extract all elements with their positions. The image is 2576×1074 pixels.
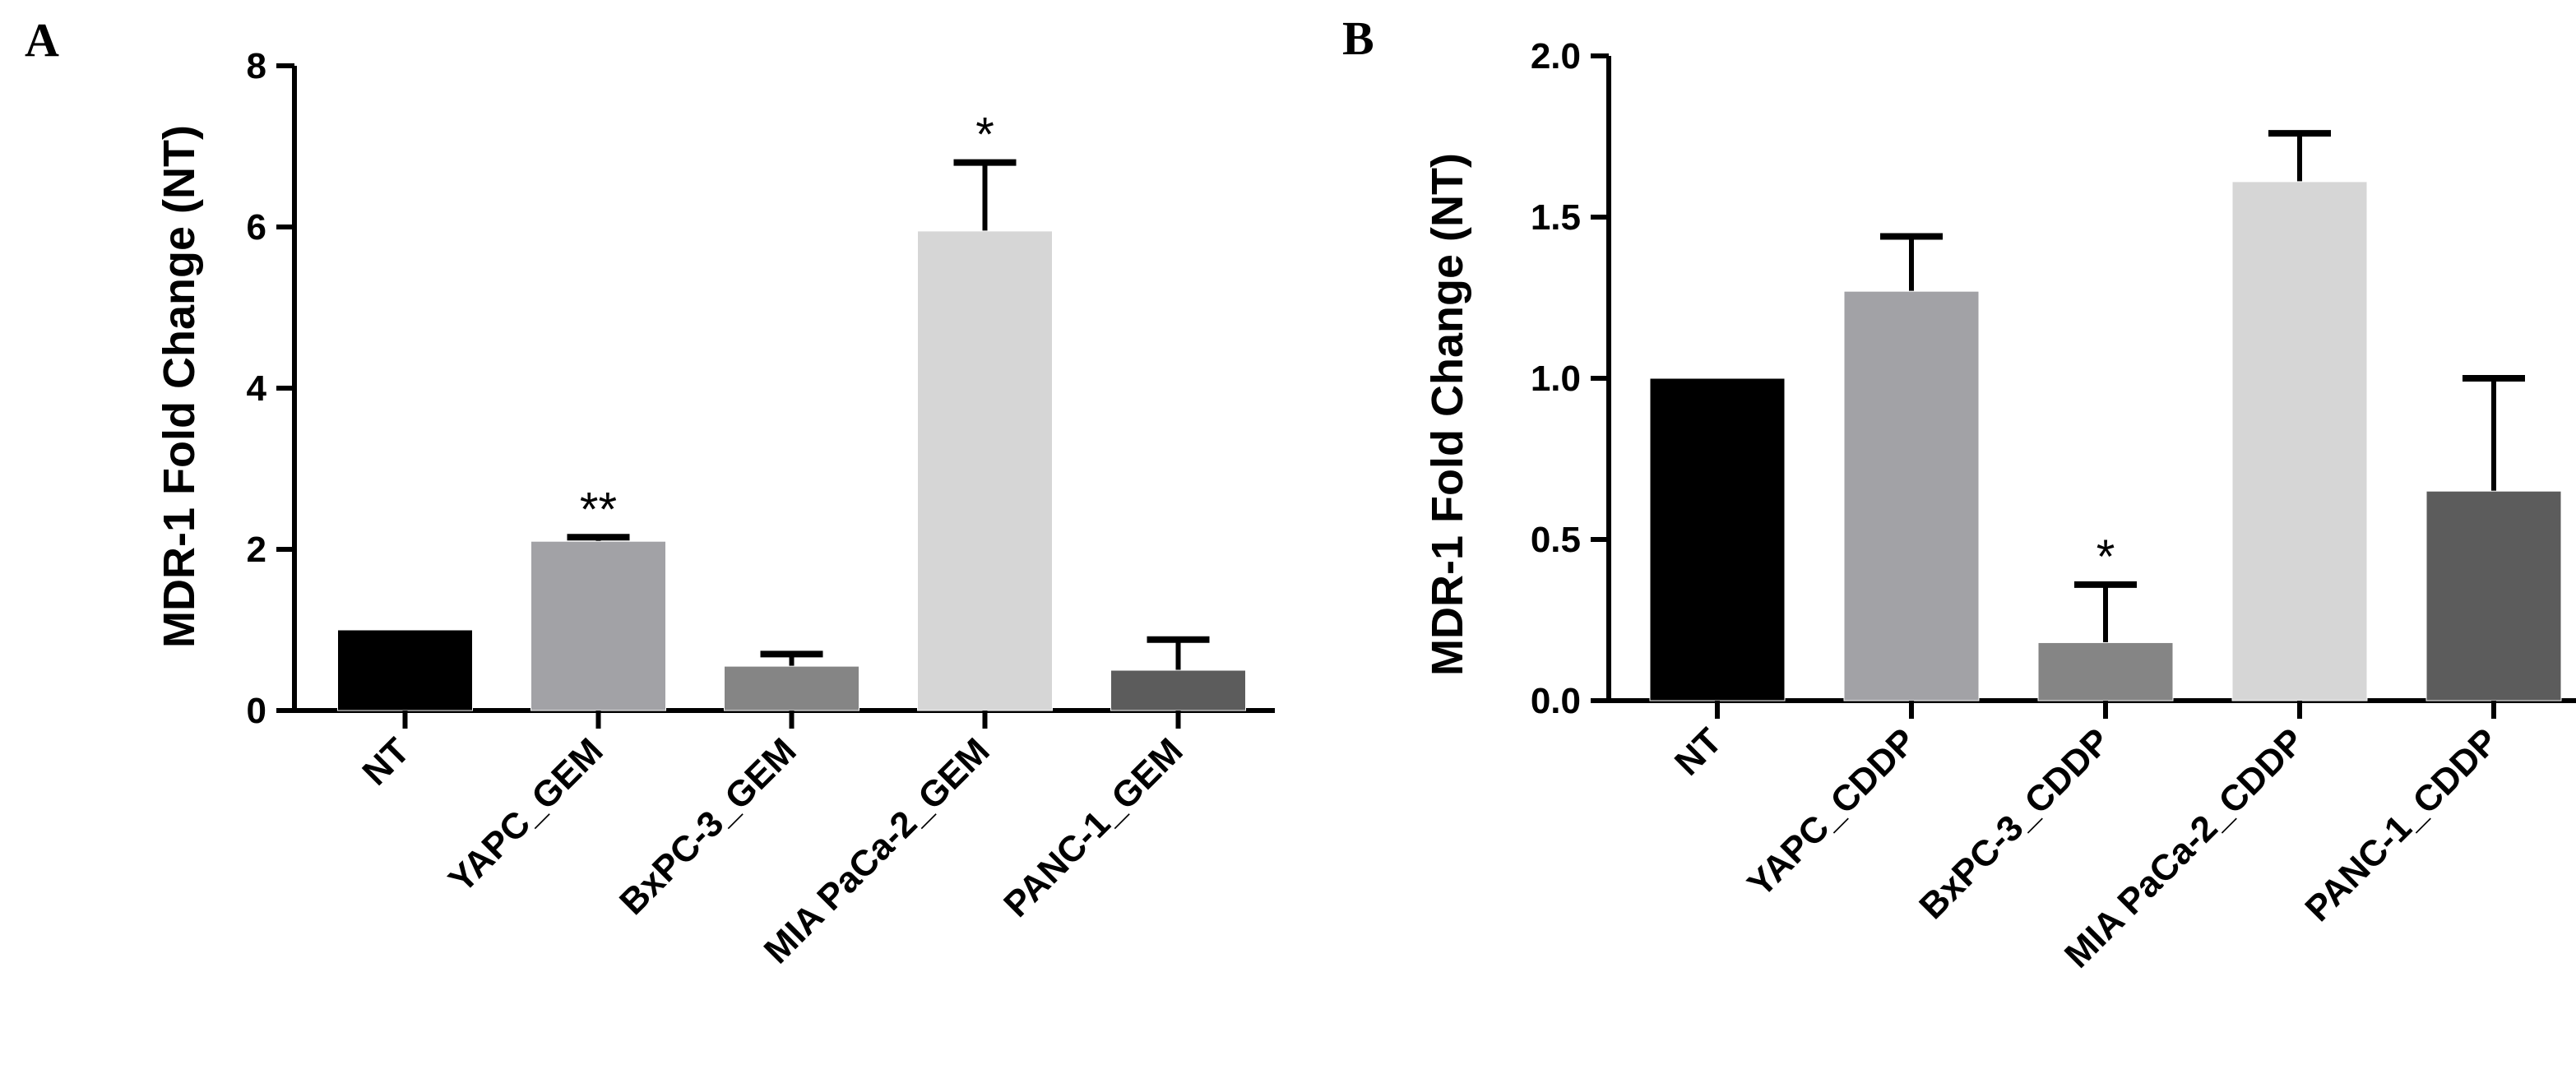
chart-panel-b: B 0.0 0.5 1.0 1.5 2.0 MDR-1 Fold Change (NT) N… [1342,12,2576,976]
y-tick-label: 8 [247,46,266,86]
x-tick-label: PANC-1_GEM [996,730,1190,924]
bar [917,230,1053,711]
x-tick-label: YAPC_CDDP [1740,720,1924,905]
y-tick-label: 0 [247,691,266,731]
bar [1649,377,1786,701]
y-axis-title: MDR-1 Fold Change (NT) [155,125,204,648]
bar [1843,290,1980,701]
y-tick-label: 1.0 [1531,359,1581,399]
x-tick-label: YAPC_GEM [441,730,610,900]
bar [2425,490,2562,701]
bar [530,540,666,711]
y-tick-label: 6 [247,207,266,248]
bar [2037,641,2174,701]
y-tick-label: 1.5 [1531,197,1581,238]
y-tick-label: 4 [247,368,267,409]
panel-letter-b: B [1342,12,1374,65]
significance-marker: * [975,109,994,162]
y-tick-label: 0.0 [1531,681,1581,721]
x-tick-label: NT [354,730,417,793]
significance-marker: ** [580,483,617,536]
x-tick-label: BxPC-3_CDDP [1911,720,2118,927]
bar [337,629,473,711]
y-axis-title: MDR-1 Fold Change (NT) [1423,153,1472,676]
x-tick-label: BxPC-3_GEM [612,730,804,922]
bar [724,665,859,711]
bar [1110,669,1246,711]
bar [2231,181,2368,701]
x-tick-label: NT [1667,720,1730,783]
x-tick-label: PANC-1_CDDP [2297,720,2506,929]
chart-panel-a: A 0 2 4 6 8 MDR-1 Fold Change (NT) NT YAPC_GEM *… [25,13,1275,971]
y-tick-label: 2 [247,530,266,570]
y-tick-label: 2.0 [1531,36,1581,76]
significance-marker: * [2096,530,2115,584]
panel-letter-a: A [25,13,59,67]
y-tick-label: 0.5 [1531,520,1581,560]
